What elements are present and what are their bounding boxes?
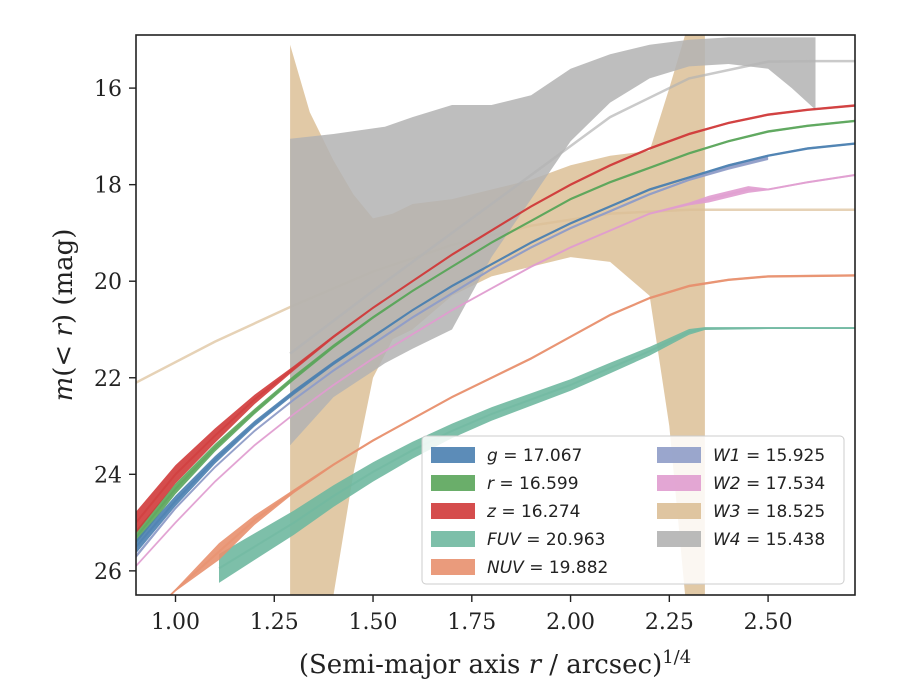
- legend-label: g = 17.067: [487, 446, 582, 466]
- line-w4: [289, 59, 855, 355]
- legend-label-value: = 16.274: [496, 502, 581, 522]
- legend-swatch: [431, 447, 475, 463]
- plot-frame: [135, 34, 856, 596]
- x-tick-label: 1.50: [349, 610, 398, 635]
- y-axis-ticks: 16 18 20 22 24 26: [94, 77, 136, 585]
- legend-label-var: W1: [713, 446, 741, 466]
- legend-swatch: [657, 503, 701, 519]
- legend-label-var: FUV: [487, 530, 522, 550]
- y-tick-label: 22: [94, 367, 122, 392]
- x-axis-label-main: (Semi-major axis: [299, 650, 529, 680]
- legend-label: W2 = 17.534: [713, 474, 825, 494]
- legend-swatch: [431, 531, 475, 547]
- legend-label: NUV = 19.882: [487, 558, 608, 578]
- y-axis-label: m(< r) (mag): [49, 229, 79, 402]
- legend-label-var: W3: [713, 502, 741, 522]
- legend-label-value: = 17.534: [741, 474, 826, 494]
- line-nuv: [169, 274, 855, 595]
- legend-swatch: [431, 475, 475, 491]
- legend-label-value: = 19.882: [524, 558, 609, 578]
- line-z: [136, 104, 855, 524]
- legend-label: W3 = 18.525: [713, 502, 825, 522]
- legend-label-value: = 15.925: [741, 446, 826, 466]
- y-tick-label: 16: [94, 77, 122, 102]
- x-axis-ticks: 1.00 1.25 1.50 1.75 2.00 2.25 2.50: [151, 595, 793, 635]
- legend-label-value: = 15.438: [741, 530, 826, 550]
- band-w4: [290, 37, 816, 446]
- x-tick-label: 2.50: [744, 610, 793, 635]
- legend-label-var: z: [486, 502, 497, 522]
- x-tick-label: 1.00: [151, 610, 200, 635]
- legend-label: W4 = 15.438: [713, 530, 825, 550]
- legend-swatch: [657, 475, 701, 491]
- series-bands: [136, 35, 855, 595]
- line-r: [136, 119, 855, 538]
- y-tick-label: 20: [94, 270, 122, 295]
- legend-label-var: r: [487, 474, 495, 494]
- x-axis-label-var: r: [529, 650, 543, 680]
- x-axis-label-rest: / arcsec): [541, 650, 662, 680]
- y-axis-label-main: m: [49, 377, 79, 402]
- legend-label-var: W2: [713, 474, 741, 494]
- line-g: [136, 142, 855, 548]
- legend-frame: [421, 435, 845, 585]
- x-tick-label: 1.25: [250, 610, 299, 635]
- legend-label-value: = 16.599: [494, 474, 579, 494]
- legend-label: z = 16.274: [486, 502, 580, 522]
- y-tick-label: 26: [94, 560, 122, 585]
- line-fuv: [218, 327, 855, 570]
- legend-swatch: [431, 503, 475, 519]
- line-w2: [136, 174, 855, 567]
- legend-label-value: = 18.525: [741, 502, 826, 522]
- y-tick-label: 18: [94, 174, 122, 199]
- legend-label-var: g: [487, 446, 498, 466]
- y-tick-label: 24: [94, 463, 122, 488]
- y-axis-label-var: r: [49, 323, 79, 337]
- x-axis-label-sup: 1/4: [662, 647, 691, 668]
- line-w1: [136, 157, 769, 558]
- x-tick-label: 1.75: [447, 610, 496, 635]
- x-tick-label: 2.25: [645, 610, 694, 635]
- x-axis-label: (Semi-major axis r / arcsec)1/4: [299, 647, 691, 680]
- legend-label: W1 = 15.925: [713, 446, 825, 466]
- legend-label-value: = 20.963: [521, 530, 606, 550]
- y-axis-label-rest: ) (mag): [49, 229, 79, 325]
- legend-label-var: NUV: [487, 558, 525, 578]
- legend-swatch: [657, 531, 701, 547]
- legend-label-var: W4: [713, 530, 741, 550]
- legend-label-value: = 17.067: [498, 446, 583, 466]
- x-tick-label: 2.00: [546, 610, 595, 635]
- legend-label: FUV = 20.963: [487, 530, 605, 550]
- legend-swatch: [431, 559, 475, 575]
- legend-swatch: [657, 447, 701, 463]
- y-axis-label-paren: (<: [49, 337, 79, 377]
- band-w3: [290, 35, 705, 595]
- legend-label: r = 16.599: [487, 474, 579, 494]
